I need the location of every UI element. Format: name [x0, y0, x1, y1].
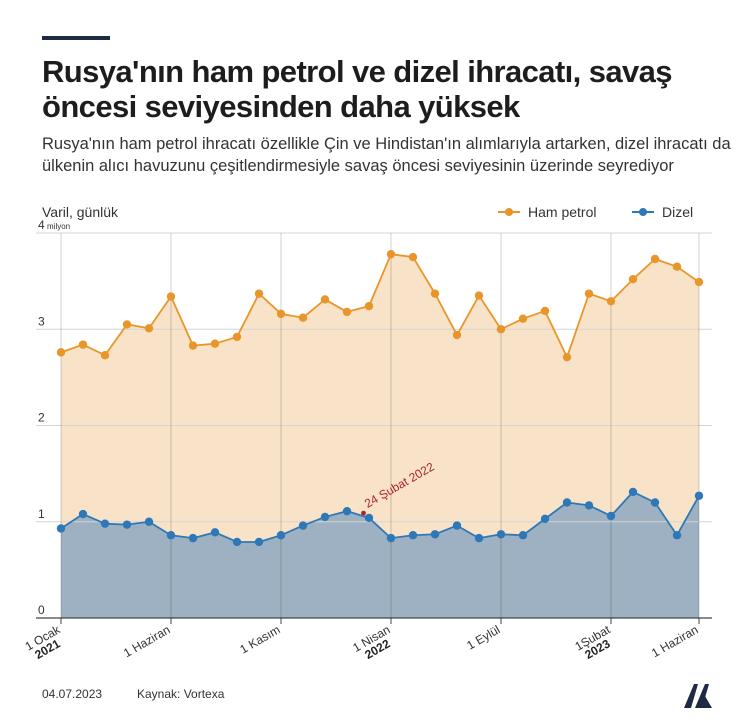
- annotation-marker: [361, 510, 366, 516]
- chart-title: Rusya'nın ham petrol ve dizel ihracatı, …: [42, 54, 673, 124]
- crude-point: [386, 249, 396, 259]
- diesel-point: [672, 531, 682, 540]
- crude-point: [452, 330, 462, 340]
- crude-point: [342, 307, 352, 317]
- diesel-point: [276, 531, 286, 540]
- diesel-point: [628, 487, 638, 497]
- y-tick-label: 3: [38, 314, 45, 328]
- diesel-point: [56, 524, 66, 533]
- chart-subtitle: Rusya'nın ham petrol ihracatı özellikle …: [42, 135, 731, 175]
- diesel-point: [166, 531, 176, 540]
- diesel-legend-marker: [632, 207, 654, 217]
- crude-point: [276, 309, 286, 319]
- crude-point: [430, 289, 440, 298]
- crude-point: [100, 351, 110, 360]
- diesel-point: [122, 520, 132, 529]
- y-axis-label: Varil, günlük: [42, 204, 119, 220]
- y-tick-label: 1: [38, 507, 45, 521]
- diesel-point: [562, 498, 572, 507]
- crude-point: [496, 325, 506, 334]
- crude-point: [408, 252, 418, 262]
- aa-logo-icon: [684, 684, 712, 708]
- diesel-point: [100, 519, 110, 528]
- crude-point: [628, 275, 638, 284]
- diesel-point: [386, 533, 396, 543]
- crude-point: [606, 297, 616, 306]
- diesel-point: [606, 511, 616, 521]
- legend-item-diesel: Dizel: [632, 204, 693, 220]
- crude-point: [540, 306, 550, 316]
- crude-point: [232, 332, 242, 342]
- diesel-point: [452, 521, 462, 530]
- diesel-point: [474, 533, 484, 543]
- diesel-point: [298, 521, 308, 530]
- diesel-point: [210, 528, 220, 537]
- crude-point: [166, 292, 176, 301]
- diesel-point: [650, 498, 660, 507]
- x-tick-label: 1 Kasım: [237, 622, 282, 656]
- diesel-point: [320, 512, 330, 522]
- crude-point: [78, 340, 88, 349]
- crude-point: [298, 313, 308, 322]
- diesel-point: [408, 531, 418, 540]
- diesel-point: [342, 506, 352, 516]
- crude-point: [694, 277, 704, 287]
- diesel-point: [364, 513, 374, 523]
- legend-label-crude: Ham petrol: [528, 204, 597, 220]
- x-tick-label: 1 Haziran: [649, 622, 700, 660]
- crude-legend-marker: [498, 207, 520, 217]
- crude-point: [122, 320, 132, 329]
- publication-date: 04.07.2023: [42, 687, 103, 701]
- crude-point: [584, 289, 594, 298]
- header-accent-bar: [42, 36, 110, 40]
- crude-point: [254, 289, 264, 298]
- diesel-point: [144, 517, 154, 526]
- source-note: Kaynak: Vortexa: [137, 687, 225, 701]
- y-tick-label: 4: [38, 218, 45, 232]
- crude-point: [320, 295, 330, 304]
- diesel-point: [496, 530, 506, 539]
- legend-item-crude: Ham petrol: [498, 204, 596, 220]
- diesel-point: [694, 491, 704, 500]
- crude-point: [144, 324, 154, 333]
- crude-point: [562, 352, 572, 362]
- diesel-point: [78, 509, 88, 519]
- y-unit-label: milyon: [47, 222, 70, 231]
- diesel-point: [518, 531, 528, 540]
- y-tick-label: 2: [38, 411, 45, 425]
- crude-point: [364, 301, 374, 311]
- x-tick-label: 1 Eylül: [464, 622, 502, 652]
- crude-point: [56, 348, 66, 357]
- diesel-point: [254, 537, 264, 547]
- x-tick-label: 1 Haziran: [121, 622, 172, 660]
- diesel-point: [540, 514, 550, 524]
- crude-point: [518, 314, 528, 323]
- diesel-point: [430, 530, 440, 539]
- crude-point: [210, 339, 220, 348]
- crude-point: [650, 254, 660, 264]
- diesel-point: [188, 533, 198, 543]
- crude-point: [672, 262, 682, 271]
- legend-label-diesel: Dizel: [662, 204, 694, 220]
- diesel-point: [584, 501, 594, 510]
- y-tick-label: 0: [38, 603, 45, 617]
- crude-point: [188, 341, 198, 350]
- diesel-point: [232, 537, 242, 547]
- crude-point: [474, 291, 484, 300]
